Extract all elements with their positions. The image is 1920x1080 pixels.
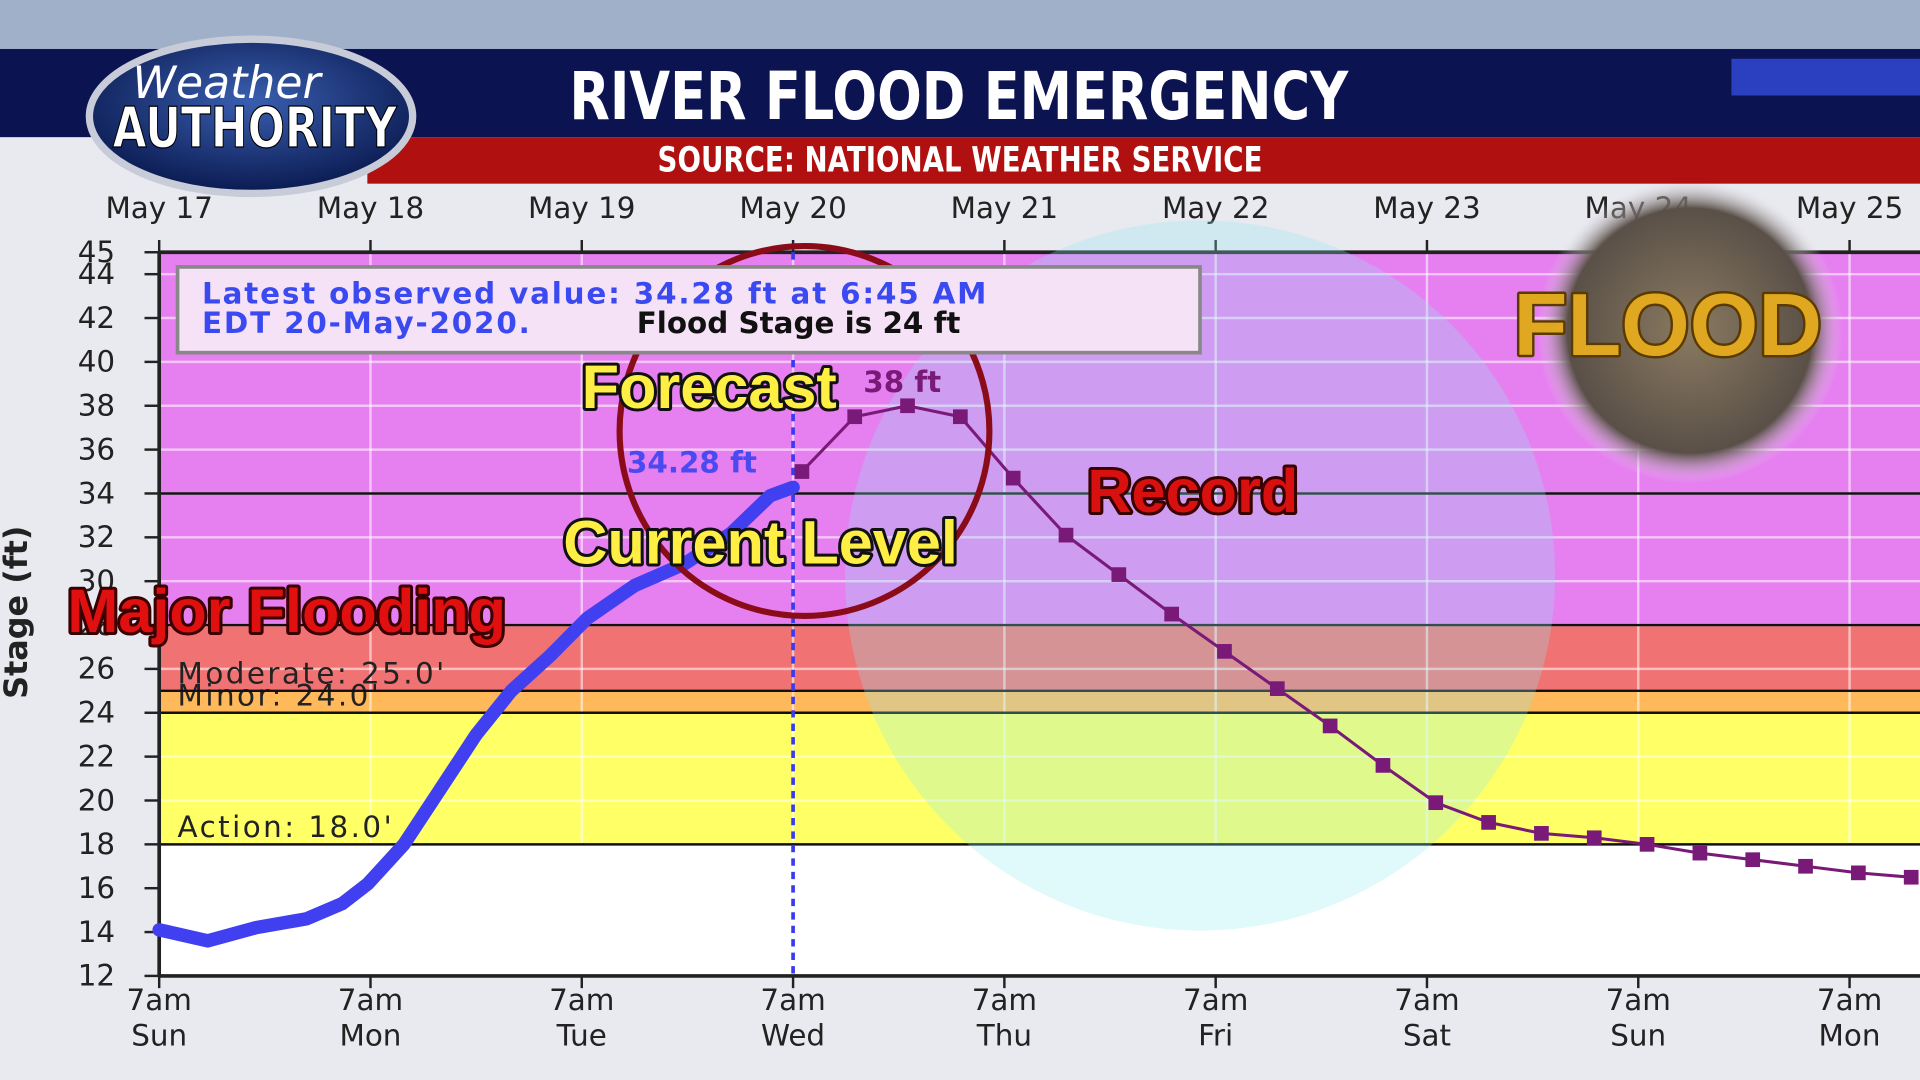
forecast-point <box>1217 644 1232 659</box>
forecast-point <box>1481 815 1496 830</box>
record-callout: Record <box>1087 457 1298 525</box>
title-bar-accent <box>1731 58 1920 96</box>
forecast-point <box>1428 795 1444 811</box>
threshold-label: Moderate: 25.0' <box>178 656 447 690</box>
forecast-point <box>953 409 968 425</box>
forecast-point <box>1111 567 1127 582</box>
forecast-point <box>900 398 915 414</box>
flood-badge <box>1536 177 1843 484</box>
x-tick-label: 7am Fri <box>1182 983 1249 1054</box>
x-tick-label: 7am Mon <box>1816 983 1883 1054</box>
x-tick-label: 7am Sat <box>1394 983 1460 1054</box>
stage-band <box>159 690 1920 713</box>
y-tick-label: 45 <box>78 235 115 269</box>
forecast-point <box>794 464 810 479</box>
x2-tick-label: May 21 <box>951 191 1058 225</box>
x2-tick-label: May 17 <box>105 191 212 225</box>
y-tick-label: 28 <box>78 608 115 642</box>
y-tick-label: 36 <box>78 432 115 466</box>
forecast-point <box>1745 852 1761 868</box>
x-tick-label-text: 7am Tue <box>549 983 615 1054</box>
y-tick-label: 18 <box>78 827 115 861</box>
flood-badge-text: FLOOD <box>1513 275 1822 374</box>
current-label: 34.28 ft <box>627 446 757 480</box>
forecast-point <box>847 409 863 425</box>
current-callout: Current Level <box>563 508 958 576</box>
forecast-point <box>1164 606 1179 622</box>
forecast-point <box>1903 869 1919 885</box>
info-line: EDT 20-May-2020. <box>202 306 532 340</box>
forecast-point <box>1005 470 1021 486</box>
x2-tick-label: May 18 <box>317 191 424 225</box>
x-tick-label-text: 7am Sat <box>1394 983 1460 1054</box>
x-tick-label: 7am Wed <box>760 983 826 1054</box>
x-tick-label-text: 7am Fri <box>1182 983 1249 1054</box>
subtitle-bar <box>367 137 1920 184</box>
forecast-callout: Forecast <box>582 353 837 421</box>
y-tick-label: 26 <box>78 652 115 686</box>
logo-top: Weather <box>132 58 323 109</box>
x-tick-label: 7am Sun <box>126 983 192 1054</box>
stage-band <box>159 625 1920 691</box>
forecast-point <box>1586 830 1602 846</box>
y-tick-label: 20 <box>78 783 115 817</box>
x-tick-label-text: 7am Mon <box>337 983 404 1054</box>
subtitle: SOURCE: NATIONAL WEATHER SERVICE <box>658 140 1263 180</box>
forecast-point <box>1534 826 1549 841</box>
y-tick-label: 42 <box>78 301 115 335</box>
x-tick-label-text: 7am Wed <box>760 983 826 1054</box>
forecast-point <box>1375 758 1391 773</box>
forecast-point <box>1851 865 1866 881</box>
forecast-point <box>1322 718 1338 734</box>
x2-tick-label: May 25 <box>1796 191 1903 225</box>
x-tick-label: 7am Thu <box>971 983 1038 1054</box>
y-tick-label: 24 <box>78 696 115 730</box>
logo-bottom: AUTHORITY <box>113 96 398 161</box>
y-tick-label: 40 <box>78 345 115 379</box>
info-line: Latest observed value: 34.28 ft at 6:45 … <box>202 277 988 311</box>
y-tick-label: 34 <box>78 476 115 510</box>
x-tick-label-text: 7am Thu <box>971 983 1038 1054</box>
forecast-point <box>1798 858 1813 874</box>
highlight-circle <box>616 243 993 619</box>
y-tick-label: 32 <box>78 520 115 554</box>
y-tick-label: 30 <box>78 564 115 598</box>
x-tick-label-text: 7am Sun <box>126 983 192 1054</box>
y-tick-label: 38 <box>78 389 115 423</box>
info-box <box>175 265 1202 355</box>
x-tick-label-text: 7am Mon <box>1816 983 1883 1054</box>
x2-tick-label: May 22 <box>1162 191 1269 225</box>
y-tick-label: 16 <box>78 871 115 905</box>
major-callout: Major Flooding <box>67 577 506 645</box>
x-tick-label: 7am Sun <box>1605 983 1671 1054</box>
x-tick-label-text: 7am Sun <box>1605 983 1671 1054</box>
forecast-point <box>1269 681 1285 696</box>
y-tick-label: 14 <box>78 915 115 949</box>
y-tick-label: 22 <box>78 739 115 773</box>
series-line <box>152 480 800 948</box>
threshold-label: Minor: 24.0' <box>178 678 382 712</box>
x-tick-label: 7am Tue <box>549 983 615 1054</box>
x2-tick-label: May 23 <box>1373 191 1480 225</box>
y-axis-label: Stage (ft) <box>0 526 35 699</box>
y-tick-label: 12 <box>78 959 115 993</box>
logo <box>85 35 417 198</box>
forecast-point <box>1692 845 1708 861</box>
x2-tick-label: May 19 <box>528 191 635 225</box>
y-tick-label: 44 <box>78 257 115 291</box>
info-line: Flood Stage is 24 ft <box>637 306 961 340</box>
peak-label: 38 ft <box>863 365 941 399</box>
threshold-label: Action: 18.0' <box>178 810 395 844</box>
x2-tick-label: May 20 <box>739 191 846 225</box>
watermark <box>844 220 1556 931</box>
x-tick-label: 7am Mon <box>337 983 404 1054</box>
forecast-point <box>1639 836 1655 852</box>
forecast-point <box>1058 527 1074 543</box>
title: RIVER FLOOD EMERGENCY <box>569 58 1349 135</box>
